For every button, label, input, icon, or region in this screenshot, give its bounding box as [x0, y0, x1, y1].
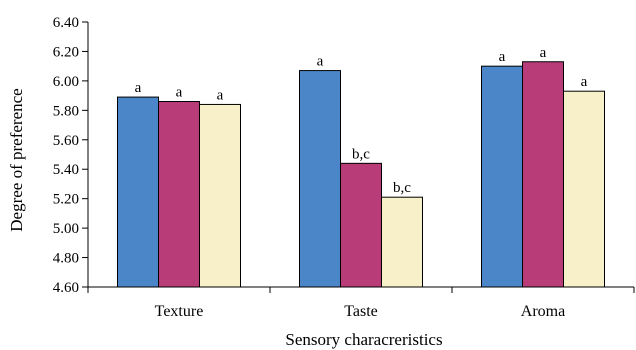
y-tick-label: 5.40	[53, 162, 79, 178]
x-axis-ticks: Texture Taste Aroma	[87, 287, 635, 320]
y-axis-title: Degree of preference	[7, 88, 26, 231]
bar	[340, 162, 382, 288]
y-tick-label: 6.00	[53, 74, 79, 90]
y-tick-label: 4.80	[53, 251, 79, 267]
x-category-label: Aroma	[521, 303, 565, 320]
bars	[117, 61, 605, 288]
bar-significance-label: b,c	[352, 146, 370, 162]
bar-significance-label: a	[135, 80, 142, 96]
y-tick-label: 4.60	[53, 280, 79, 296]
y-axis-ticks: 4.60 4.80 5.00 5.20 5.40 5.60 5.80 6.00 6.20 6.40	[53, 15, 88, 296]
bar	[481, 65, 523, 288]
y-tick-label: 5.60	[53, 133, 79, 149]
bar-significance-label: a	[540, 45, 547, 61]
bar-significance-label: b,c	[393, 180, 411, 196]
bar	[199, 103, 241, 288]
bar	[522, 61, 564, 288]
y-tick-label: 5.00	[53, 221, 79, 237]
y-tick-label: 6.40	[53, 15, 79, 31]
bar-significance-label: a	[217, 87, 224, 103]
x-axis-title: Sensory characreristics	[285, 330, 442, 349]
y-tick-label: 5.20	[53, 192, 79, 208]
bar-significance-label: a	[499, 49, 506, 65]
bar	[381, 196, 423, 288]
significance-labels: a a a a b,c b,c a a a	[135, 45, 588, 196]
bar	[299, 70, 341, 288]
y-tick-label: 5.80	[53, 103, 79, 119]
bar-significance-label: a	[581, 74, 588, 90]
y-tick-label: 6.20	[53, 44, 79, 60]
x-category-label: Taste	[344, 303, 378, 320]
x-category-label: Texture	[155, 303, 204, 320]
bar-significance-label: a	[176, 85, 183, 101]
bar	[117, 96, 159, 288]
bar	[563, 90, 605, 288]
bar-significance-label: a	[317, 54, 324, 70]
bar	[158, 101, 200, 288]
